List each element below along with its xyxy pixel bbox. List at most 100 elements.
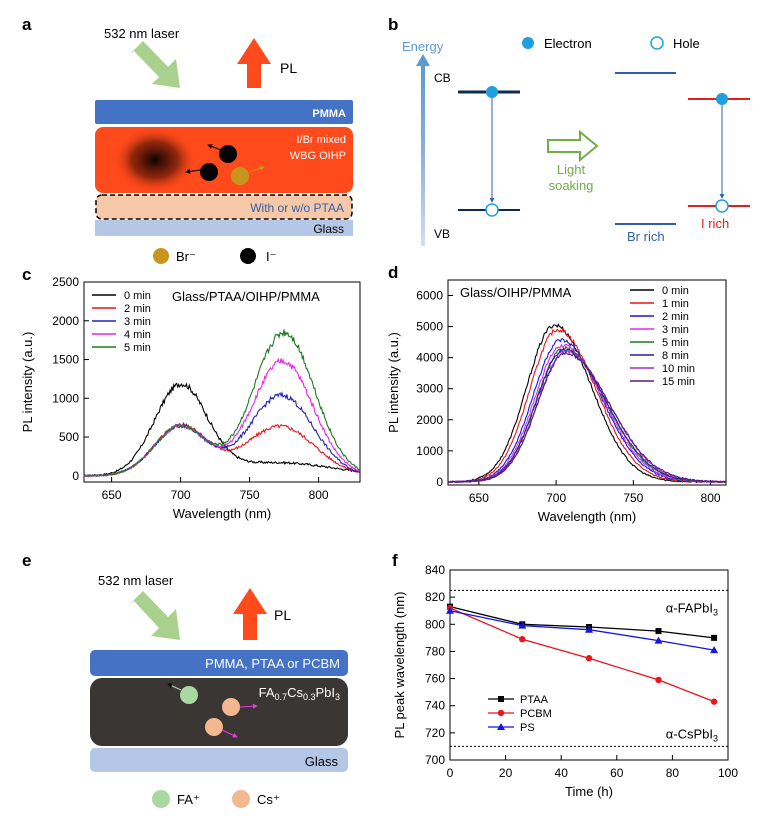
cb-label: CB xyxy=(434,71,451,85)
legend-marker xyxy=(498,696,504,702)
x-axis-label: Wavelength (nm) xyxy=(173,506,272,521)
glass-label: Glass xyxy=(313,222,344,236)
ion-arrow xyxy=(221,729,238,738)
data-point xyxy=(711,634,718,641)
pl-label-e: PL xyxy=(274,607,291,623)
panel-b: b Energy Electron Hole CB VB Light soaki… xyxy=(388,15,750,246)
x-tick-label: 20 xyxy=(499,766,513,780)
data-point xyxy=(519,636,526,643)
data-point xyxy=(585,655,593,662)
legend-label: PCBM xyxy=(520,708,552,720)
electron-legend-icon xyxy=(522,37,534,49)
chart-c: 650 700 750 800 0 500 1000 1500 2000 2500 Waveleng… xyxy=(20,265,361,521)
legend-marker xyxy=(497,723,505,730)
data-point xyxy=(710,646,719,654)
legend-label: 1 min xyxy=(662,298,689,310)
x-axis-label: Time (h) xyxy=(565,784,613,799)
glass-layer xyxy=(95,220,353,236)
perovskite-layer xyxy=(90,678,348,746)
data-point xyxy=(654,636,663,644)
top-layer-label: PMMA, PTAA or PCBM xyxy=(205,656,340,671)
y-axis-label: PL intensity (a.u.) xyxy=(386,332,401,433)
legend-label: 8 min xyxy=(662,350,689,362)
chart-d: 650 700 750 800 0 1000 2000 3000 4000 5000 6000 Wav… xyxy=(386,263,727,524)
light-label-line2: soaking xyxy=(549,178,594,193)
y-tick-label: 2500 xyxy=(52,275,79,289)
y-axis-label: PL intensity (a.u.) xyxy=(20,332,35,433)
spectrum-line xyxy=(83,421,360,478)
x-tick-label: 100 xyxy=(718,766,738,780)
energy-label: Energy xyxy=(402,39,444,54)
legend-br-label: Br⁻ xyxy=(176,249,196,264)
energy-axis xyxy=(421,62,425,246)
panel-e-letter: e xyxy=(22,551,31,570)
hole-legend-icon xyxy=(650,36,664,50)
legend-label: 5 min xyxy=(662,337,689,349)
iodide-ion-icon xyxy=(200,163,218,181)
hole-icon xyxy=(485,203,499,217)
dark-spot xyxy=(113,127,197,193)
perovskite-label: FA0.7Cs0.3PbI3 xyxy=(259,685,340,702)
y-tick-label: 1500 xyxy=(52,353,79,367)
x-tick-label: 800 xyxy=(309,488,329,502)
y-tick-label: 700 xyxy=(425,753,445,767)
y-axis-label: PL peak wavelength (nm) xyxy=(392,592,407,739)
pl-label: PL xyxy=(280,60,297,76)
data-point xyxy=(446,606,454,614)
ptaa-label: With or w/o PTAA xyxy=(250,201,344,215)
cs-ion-icon xyxy=(205,718,223,736)
spectrum-line xyxy=(447,322,726,484)
electron-icon xyxy=(486,86,498,98)
pmma-label: PMMA xyxy=(312,108,346,120)
br-rich-label: Br rich xyxy=(627,229,665,244)
x-tick-label: 60 xyxy=(610,766,624,780)
top-layer xyxy=(90,650,348,676)
x-tick-label: 700 xyxy=(171,488,191,502)
plot-frame xyxy=(447,279,727,486)
x-tick-label: 700 xyxy=(546,491,566,505)
y-tick-label: 780 xyxy=(425,644,445,658)
panel-letter: d xyxy=(388,263,398,282)
electron-label: Electron xyxy=(544,36,592,51)
legend-label: 5 min xyxy=(124,342,151,354)
glass-label-e: Glass xyxy=(305,754,339,769)
cs-legend-icon xyxy=(232,790,250,808)
legend-label: 4 min xyxy=(124,329,151,341)
panel-a: a 532 nm laser PL PMMA I/Br mixed WBG OI… xyxy=(22,15,353,264)
spectrum-line xyxy=(83,382,360,478)
legend-label: 2 min xyxy=(662,311,689,323)
panel-b-letter: b xyxy=(388,15,398,34)
x-tick-label: 800 xyxy=(701,491,721,505)
x-tick-label: 650 xyxy=(469,491,489,505)
legend-label: 3 min xyxy=(662,324,689,336)
legend-cs-label: Cs⁺ xyxy=(257,792,280,807)
energy-arrow-icon xyxy=(416,54,430,66)
data-point xyxy=(585,625,593,633)
y-tick-label: 1000 xyxy=(52,391,79,405)
legend-label: 0 min xyxy=(662,285,689,297)
x-tick-label: 750 xyxy=(240,488,260,502)
y-tick-label: 1000 xyxy=(416,444,443,458)
data-point xyxy=(710,698,718,705)
legend-marker xyxy=(497,709,505,717)
legend-label: PS xyxy=(520,722,535,734)
i-rich-label: I rich xyxy=(701,216,729,231)
data-point xyxy=(655,676,662,684)
x-axis-label: Wavelength (nm) xyxy=(538,509,637,524)
x-tick-label: 0 xyxy=(447,766,454,780)
y-tick-label: 4000 xyxy=(416,351,443,365)
glass-layer-e xyxy=(90,748,348,772)
y-tick-label: 500 xyxy=(59,430,79,444)
vb-label: VB xyxy=(434,227,450,241)
iodide-ion-icon xyxy=(219,145,237,163)
panel-letter: c xyxy=(22,265,31,284)
legend-label: PTAA xyxy=(520,694,549,706)
ion-arrow xyxy=(239,703,258,709)
light-soaking-arrow-icon xyxy=(547,129,599,163)
panel-a-letter: a xyxy=(22,15,32,34)
legend-i-label: I⁻ xyxy=(266,249,276,264)
fa-ion-icon xyxy=(180,686,198,704)
x-tick-label: 80 xyxy=(666,766,680,780)
chart-annotation: Glass/PTAA/OIHP/PMMA xyxy=(172,289,320,304)
